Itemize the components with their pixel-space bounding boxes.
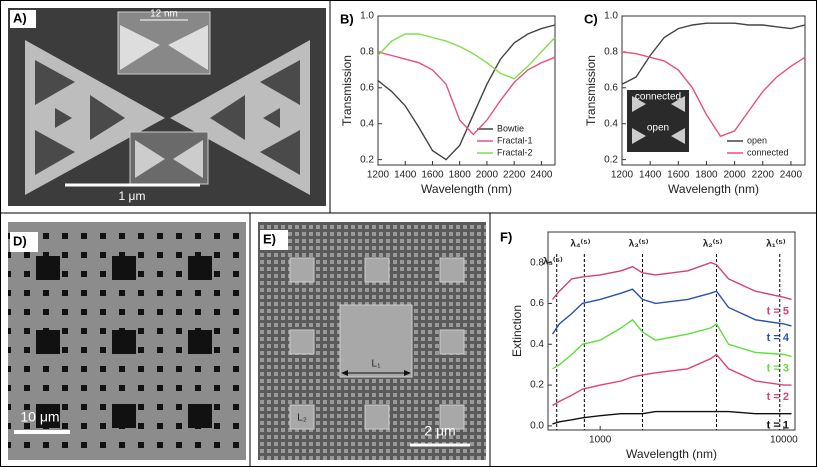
plot-area bbox=[621, 15, 806, 166]
x-tick-label: 1800 bbox=[695, 170, 718, 181]
x-tick-label: 2000 bbox=[476, 170, 499, 181]
y-tick-label: 0.2 bbox=[604, 154, 618, 165]
panel-label: F) bbox=[500, 229, 512, 244]
y-tick-label: 0.4 bbox=[604, 118, 618, 129]
y-tick-label: 0.6 bbox=[530, 298, 544, 309]
annotation: λ₂⁽⁵⁾ bbox=[703, 239, 723, 250]
x-axis-label: Wavelength (nm) bbox=[668, 182, 759, 196]
series-label: t = 4 bbox=[767, 332, 790, 344]
annotation: λ₁⁽⁵⁾ bbox=[766, 239, 786, 250]
series-line bbox=[552, 410, 792, 425]
inset-scale: 12 nm bbox=[150, 9, 178, 20]
x-tick-label: 2400 bbox=[780, 170, 803, 181]
inset-shape bbox=[671, 128, 685, 144]
sem-inset-c bbox=[627, 90, 689, 152]
inset-label: open bbox=[647, 123, 669, 134]
x-tick-label: 2200 bbox=[503, 170, 526, 181]
y-axis-label: Transmission bbox=[584, 55, 598, 126]
x-tick-label: 1200 bbox=[611, 170, 634, 181]
y-tick-label: 1.0 bbox=[604, 11, 618, 22]
x-tick-label: 1000 bbox=[589, 435, 612, 446]
y-tick-label: 0.8 bbox=[604, 47, 618, 58]
inset-shape bbox=[632, 128, 646, 144]
label-box bbox=[10, 10, 36, 28]
series-label: t = 1 bbox=[767, 420, 789, 432]
x-tick-label: 10000 bbox=[770, 435, 798, 446]
annotation: λ₄⁽⁵⁾ bbox=[570, 239, 590, 250]
legend-label: Bowtie bbox=[497, 123, 524, 133]
panel-label: A) bbox=[13, 10, 27, 25]
series-label: t = 3 bbox=[767, 362, 789, 374]
y-tick-label: 0.8 bbox=[360, 47, 374, 58]
legend-label: Fractal-2 bbox=[497, 147, 533, 157]
label-box bbox=[10, 232, 38, 252]
legend-label: open bbox=[747, 135, 767, 145]
y-tick-label: 0.6 bbox=[604, 82, 618, 93]
series-line bbox=[552, 318, 792, 370]
dimension-label: L₁ bbox=[372, 359, 382, 370]
series-line bbox=[551, 261, 792, 301]
plot-area bbox=[547, 231, 796, 431]
y-axis-label: Transmission bbox=[340, 55, 354, 126]
series-line bbox=[552, 353, 792, 407]
y-tick-label: 0.0 bbox=[530, 421, 544, 432]
x-tick-label: 1400 bbox=[639, 170, 662, 181]
panel-label: B) bbox=[340, 11, 354, 26]
x-tick-label: 1600 bbox=[667, 170, 690, 181]
series-line bbox=[377, 24, 556, 161]
y-tick-label: 0.8 bbox=[530, 257, 544, 268]
x-axis-label: Wavelength (nm) bbox=[626, 447, 717, 461]
y-tick-label: 1.0 bbox=[360, 11, 374, 22]
y-tick-label: 0.6 bbox=[360, 82, 374, 93]
x-tick-label: 2000 bbox=[723, 170, 746, 181]
annotation: λ₃⁽⁵⁾ bbox=[629, 239, 649, 250]
x-tick-label: 2400 bbox=[530, 170, 553, 181]
series-line bbox=[377, 51, 556, 136]
scale-bar-label: 2 μm bbox=[424, 423, 455, 439]
panel-label: E) bbox=[263, 231, 276, 246]
label-box bbox=[260, 230, 288, 250]
series-line bbox=[551, 288, 792, 335]
y-tick-label: 0.2 bbox=[360, 154, 374, 165]
series-line bbox=[621, 51, 806, 138]
x-tick-label: 2200 bbox=[752, 170, 775, 181]
y-tick-label: 0.4 bbox=[360, 118, 374, 129]
series-label: t = 5 bbox=[767, 305, 789, 317]
x-axis-label: Wavelength (nm) bbox=[421, 182, 512, 196]
dimension-label: L₂ bbox=[297, 413, 307, 424]
inset-shape bbox=[632, 96, 646, 112]
scale-bar-label: 1 μm bbox=[119, 189, 146, 203]
series-label: t = 2 bbox=[767, 391, 789, 403]
scale-bar-label: 10 μm bbox=[20, 409, 59, 425]
legend-label: Fractal-1 bbox=[497, 135, 533, 145]
sem-image-d bbox=[8, 222, 246, 460]
inset-label: connected bbox=[635, 92, 681, 103]
panel-label: C) bbox=[584, 11, 598, 26]
x-tick-label: 1800 bbox=[449, 170, 472, 181]
panel-label: D) bbox=[13, 233, 27, 248]
series-line bbox=[377, 33, 556, 80]
series-line bbox=[621, 22, 806, 85]
y-tick-label: 0.2 bbox=[530, 380, 544, 391]
x-tick-label: 1200 bbox=[367, 170, 390, 181]
plot-area bbox=[377, 15, 556, 166]
annotation: λ₅⁽⁵⁾ bbox=[543, 257, 563, 268]
sem-image-a bbox=[8, 8, 326, 206]
x-tick-label: 1400 bbox=[394, 170, 417, 181]
y-axis-label: Extinction bbox=[510, 305, 524, 357]
legend-label: connected bbox=[747, 147, 789, 157]
inset-shape bbox=[671, 96, 685, 112]
y-tick-label: 0.4 bbox=[530, 339, 544, 350]
x-tick-label: 1600 bbox=[421, 170, 444, 181]
sem-image-e bbox=[258, 222, 486, 460]
